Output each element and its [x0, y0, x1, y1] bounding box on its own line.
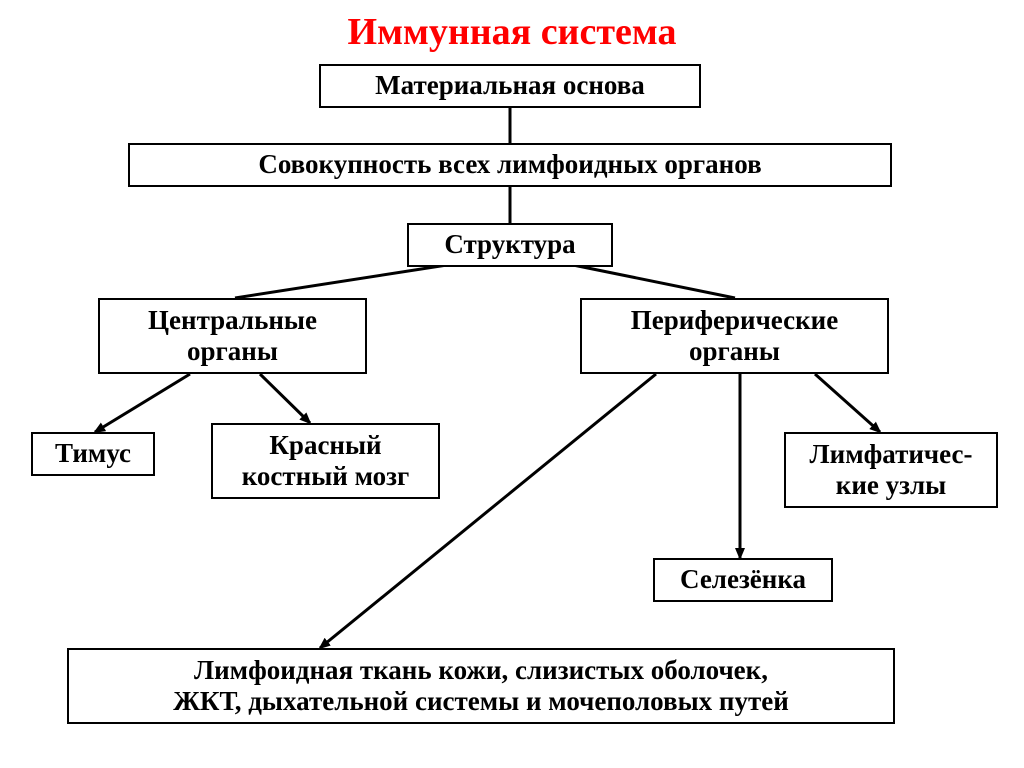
node-label: Материальная основа [375, 70, 645, 101]
node-material-basis: Материальная основа [319, 64, 701, 108]
node-label: Периферические органы [631, 305, 838, 367]
node-red-marrow: Красный костный мозг [211, 423, 440, 499]
node-label: Селезёнка [680, 564, 806, 595]
edge-structure-to-peripheral_organs [573, 265, 735, 298]
edge-central_organs-to-thymus [95, 374, 190, 432]
node-central-organs: Центральные органы [98, 298, 367, 374]
node-lymph-nodes: Лимфатичес- кие узлы [784, 432, 998, 508]
node-label: Лимфатичес- кие узлы [810, 439, 973, 501]
node-peripheral-organs: Периферические органы [580, 298, 889, 374]
edge-peripheral_organs-to-lymphoid_tissue [320, 374, 656, 648]
node-label: Красный костный мозг [242, 430, 410, 492]
node-lymphoid-organs: Совокупность всех лимфоидных органов [128, 143, 892, 187]
diagram-canvas: Иммунная система Материальная основа Сов… [0, 0, 1024, 768]
node-structure: Структура [407, 223, 613, 267]
diagram-title: Иммунная система [0, 10, 1024, 54]
node-thymus: Тимус [31, 432, 155, 476]
node-lymphoid-tissue: Лимфоидная ткань кожи, слизистых оболоче… [67, 648, 895, 724]
node-label: Тимус [55, 438, 131, 469]
node-label: Структура [444, 229, 575, 260]
edge-structure-to-central_organs [235, 265, 447, 298]
edge-central_organs-to-red_marrow [260, 374, 310, 423]
node-label: Лимфоидная ткань кожи, слизистых оболоче… [173, 655, 789, 717]
node-spleen: Селезёнка [653, 558, 833, 602]
node-label: Центральные органы [148, 305, 317, 367]
edge-peripheral_organs-to-lymph_nodes [815, 374, 880, 432]
node-label: Совокупность всех лимфоидных органов [258, 149, 761, 180]
